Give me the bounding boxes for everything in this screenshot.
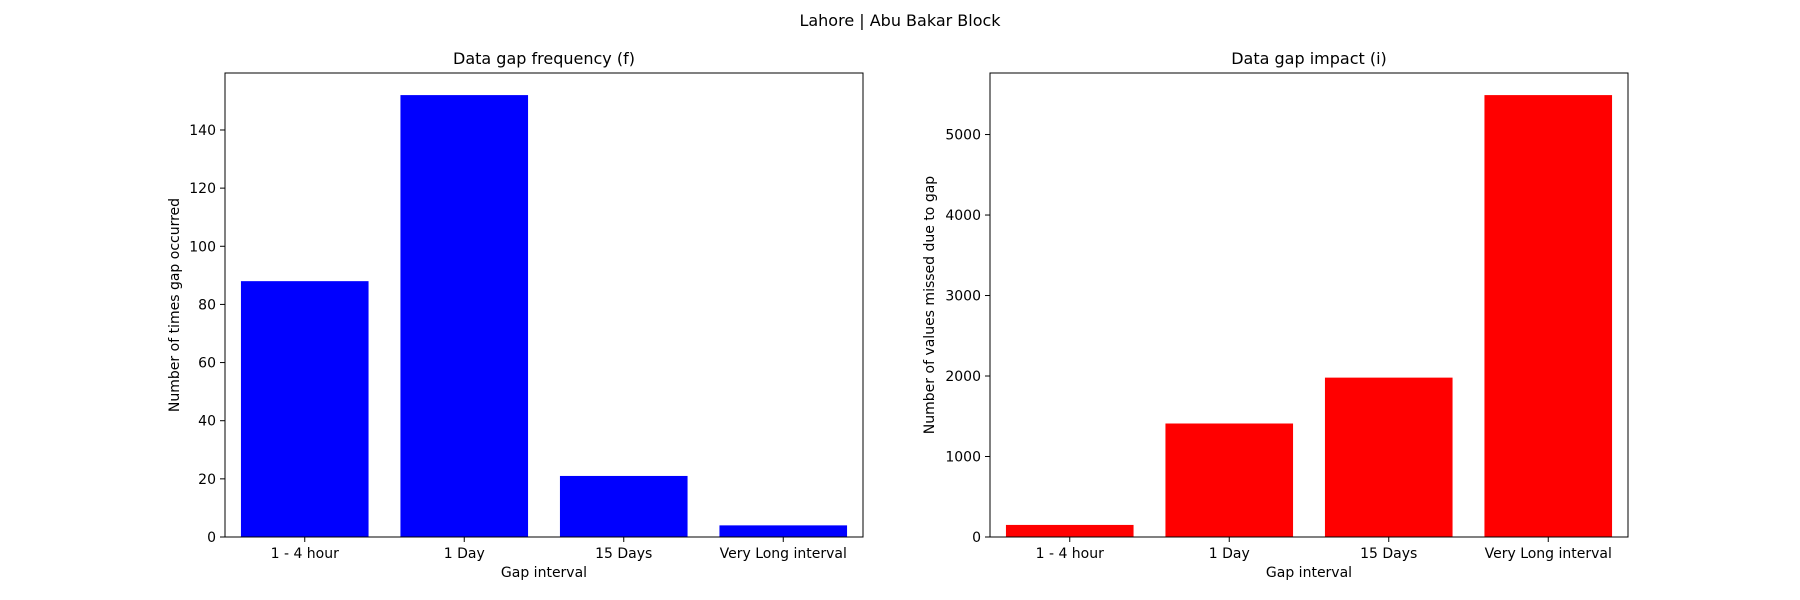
y-tick-label: 100	[189, 239, 216, 255]
bar	[1005, 524, 1134, 537]
bar	[1324, 377, 1453, 537]
bar	[240, 281, 369, 537]
y-tick-label: 2000	[945, 369, 981, 385]
chart-title: Data gap impact (i)	[1231, 49, 1387, 68]
y-tick-label: 1000	[945, 450, 981, 466]
bar	[719, 525, 848, 537]
chart-title: Data gap frequency (f)	[453, 49, 635, 68]
x-axis-label: Gap interval	[1266, 565, 1352, 581]
y-tick-label: 3000	[945, 289, 981, 305]
bar	[1165, 423, 1294, 537]
axes-frame	[224, 72, 864, 538]
x-tick-label: Very Long interval	[1485, 546, 1612, 562]
y-axis-label: Number of times gap occurred	[167, 198, 183, 412]
x-tick-label: 15 Days	[1360, 546, 1417, 562]
bar	[400, 95, 529, 537]
y-tick-label: 4000	[945, 208, 981, 224]
figure-suptitle: Lahore | Abu Bakar Block	[799, 11, 1001, 30]
axes-frame	[989, 72, 1629, 538]
y-axis-label: Number of values missed due to gap	[922, 176, 938, 434]
bar	[1484, 95, 1613, 537]
x-tick-label: 1 - 4 hour	[271, 546, 340, 562]
chart-right-impact: Data gap impact (i) 1 - 4 hour 1 Day 15 Day…	[922, 49, 1629, 581]
y-tick-label: 40	[198, 414, 216, 430]
y-tick-label: 5000	[945, 128, 981, 144]
x-tick-label: 1 Day	[1209, 546, 1250, 562]
y-tick-label: 80	[198, 297, 216, 313]
y-tick-label: 0	[972, 530, 981, 546]
bar	[559, 475, 688, 537]
x-tick-label: 1 - 4 hour	[1036, 546, 1105, 562]
y-tick-label: 60	[198, 356, 216, 372]
y-tick-label: 120	[189, 181, 216, 197]
chart-left-frequency: Data gap frequency (f) 1 - 4 hour 1 Day 15 …	[167, 49, 864, 581]
x-axis-label: Gap interval	[501, 565, 587, 581]
y-tick-label: 140	[189, 123, 216, 139]
x-tick-label: 15 Days	[595, 546, 652, 562]
y-tick-label: 0	[207, 530, 216, 546]
x-tick-label: 1 Day	[444, 546, 485, 562]
y-tick-label: 20	[198, 472, 216, 488]
x-tick-label: Very Long interval	[720, 546, 847, 562]
